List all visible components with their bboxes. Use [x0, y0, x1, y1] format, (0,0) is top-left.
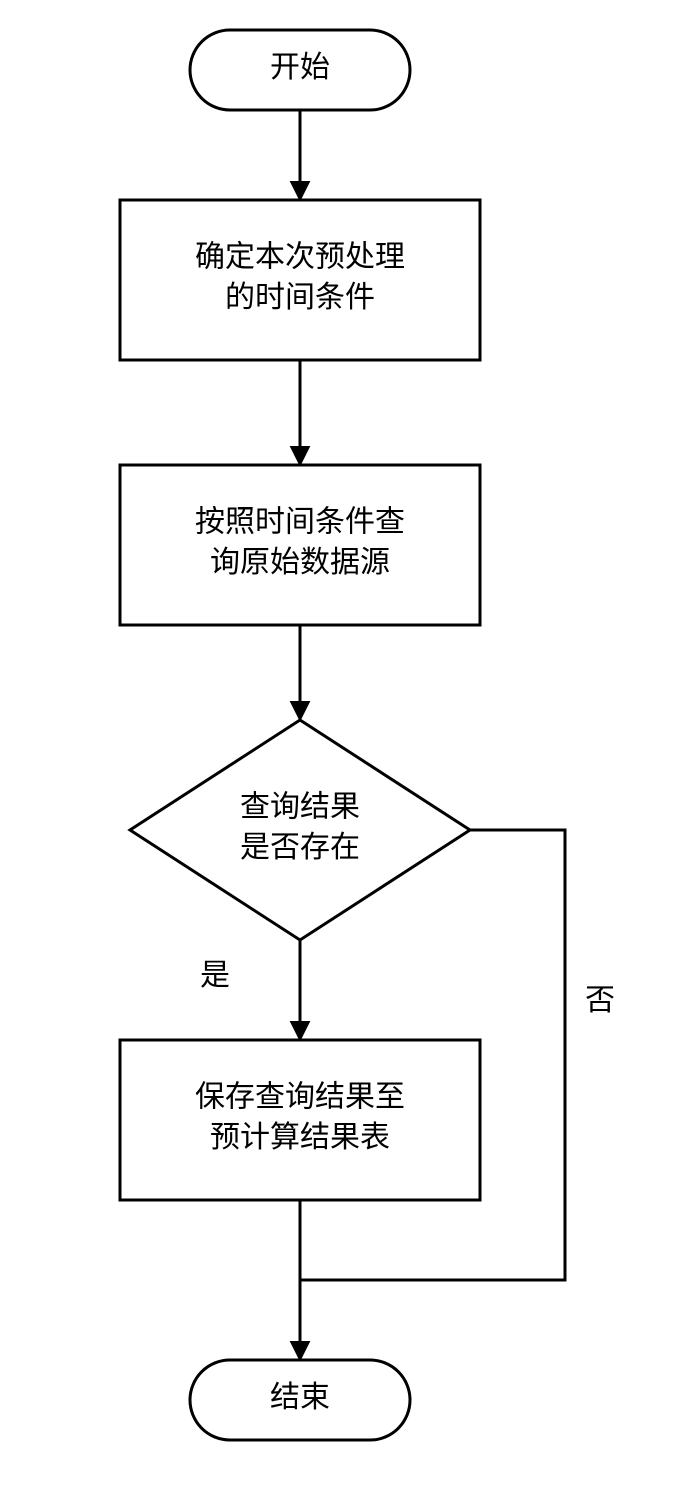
- node-step3: 保存查询结果至预计算结果表: [120, 1040, 480, 1200]
- node-step2: 按照时间条件查询原始数据源: [120, 465, 480, 625]
- node-start: 开始: [190, 30, 410, 110]
- node-text: 保存查询结果至: [195, 1081, 405, 1114]
- node-decision: 查询结果是否存在: [130, 720, 470, 940]
- edge-label: 否: [585, 984, 615, 1017]
- node-text: 开始: [270, 51, 330, 84]
- node-text: 的时间条件: [225, 281, 375, 314]
- node-end: 结束: [190, 1360, 410, 1440]
- node-text: 预计算结果表: [210, 1121, 390, 1154]
- node-text: 结束: [270, 1381, 330, 1414]
- node-text: 询原始数据源: [210, 546, 390, 579]
- node-text: 是否存在: [240, 831, 360, 864]
- edge-label: 是: [200, 959, 230, 992]
- flowchart-canvas: 是否开始确定本次预处理的时间条件按照时间条件查询原始数据源查询结果是否存在保存查…: [0, 0, 677, 1490]
- node-step1: 确定本次预处理的时间条件: [120, 200, 480, 360]
- node-text: 查询结果: [240, 791, 360, 824]
- node-text: 确定本次预处理: [195, 241, 405, 274]
- node-text: 按照时间条件查: [195, 506, 405, 539]
